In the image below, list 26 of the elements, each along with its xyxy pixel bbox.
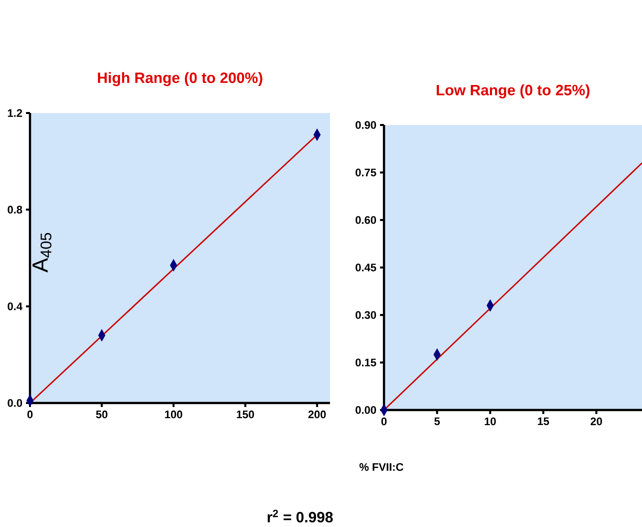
- x-tick-label: 0: [27, 410, 33, 418]
- x-tick-label: 10: [484, 418, 496, 426]
- y-tick-label: 0.75: [356, 168, 376, 176]
- x-axis-title: % FVII:C: [359, 463, 404, 471]
- chart-title: Low Range (0 to 25%): [436, 84, 590, 98]
- y-axis-title: A$_{405}$: [32, 232, 52, 273]
- x-tick-label: 15: [538, 418, 550, 426]
- y-tick-label: 0.60: [356, 216, 376, 224]
- x-tick-label: 100: [165, 410, 182, 418]
- chart-title: High Range (0 to 200%): [98, 72, 262, 86]
- x-tick-label: 20: [590, 418, 602, 426]
- x-tick-label: 150: [236, 410, 254, 418]
- x-tick-label: 200: [308, 410, 326, 418]
- x-tick-label: 0: [381, 418, 387, 426]
- y-tick-label: 0.90: [356, 121, 376, 129]
- x-tick-label: 5: [434, 418, 440, 426]
- y-tick-label: 0.0: [8, 399, 22, 407]
- y-tick-label: 0.00: [356, 406, 376, 414]
- y-tick-label: 0.45: [356, 264, 376, 272]
- text: r$^{2}$ = 0.998: [268, 510, 333, 522]
- y-tick-label: 1.2: [8, 109, 22, 117]
- y-tick-label: 0.15: [356, 358, 376, 366]
- y-tick-label: 0.4: [8, 302, 22, 310]
- y-tick-label: 0.30: [356, 311, 376, 319]
- x-tick-label: 50: [96, 410, 108, 418]
- y-tick-label: 0.8: [8, 206, 22, 214]
